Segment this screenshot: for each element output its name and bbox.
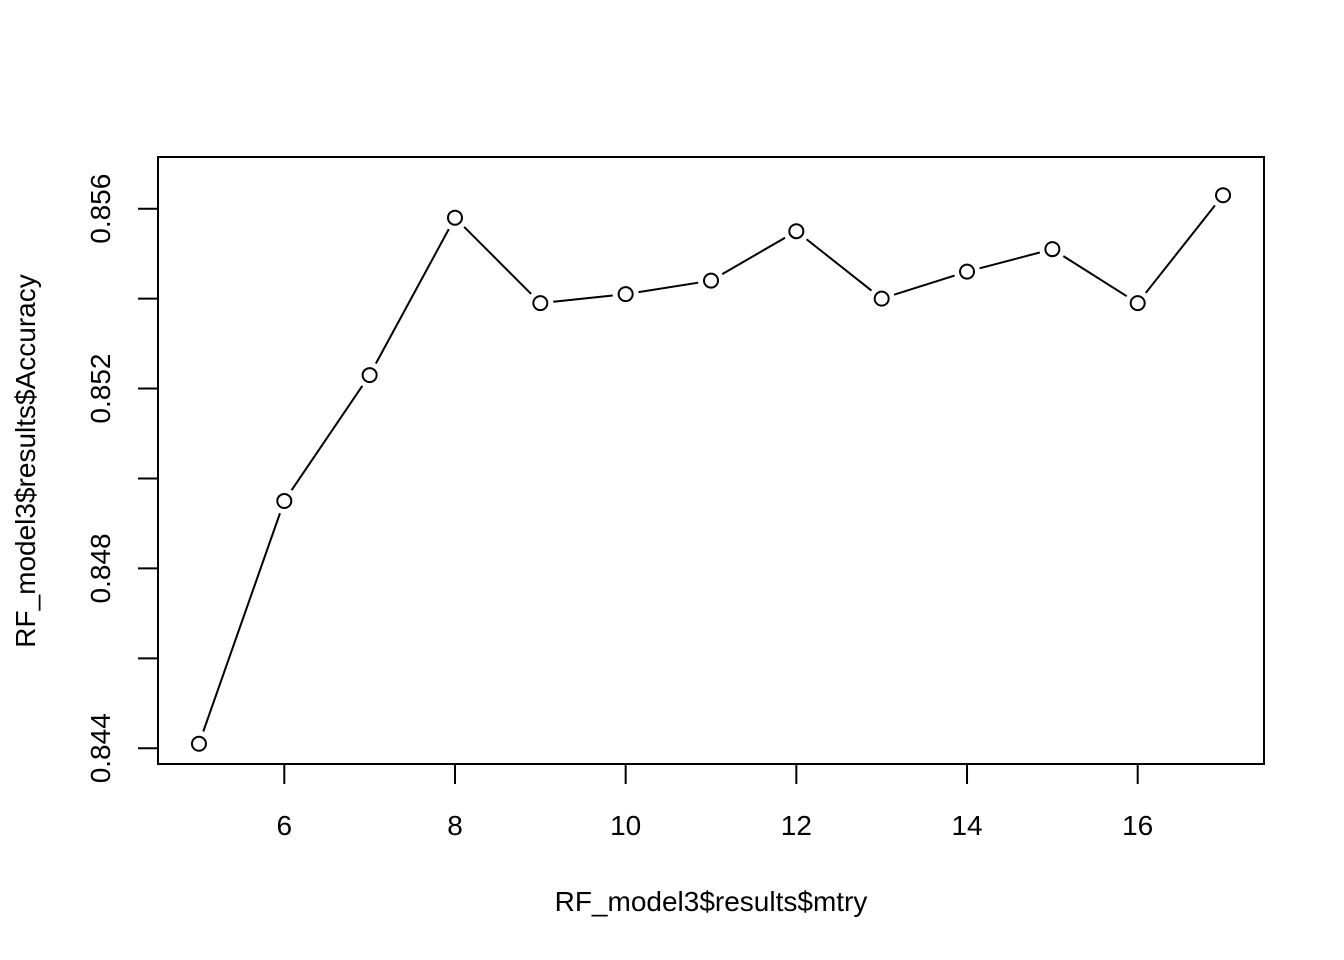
y-tick-label: 0.848 [85, 533, 116, 603]
data-point [703, 272, 719, 289]
x-tick-label: 6 [277, 810, 293, 841]
data-point [190, 735, 207, 752]
series-line-segment [1062, 255, 1128, 298]
y-axis-label: RF_model3$results$Accuracy [10, 274, 41, 648]
data-point [1215, 187, 1232, 204]
data-point [361, 367, 378, 384]
data-point [276, 492, 293, 509]
series-line-segment [721, 236, 786, 275]
data-point [1129, 295, 1146, 312]
data-point [446, 209, 463, 226]
series-line-segment [463, 226, 532, 295]
x-tick-label: 8 [447, 810, 463, 841]
series-line-segment [1144, 204, 1216, 294]
series-line-segment [374, 228, 450, 365]
data-series [190, 187, 1232, 752]
plot-frame [157, 156, 1265, 765]
series-line-segment [638, 281, 699, 294]
data-point [532, 295, 549, 312]
series-line-segment [553, 294, 613, 303]
series-line-segment [979, 251, 1041, 270]
y-axis: 0.844 0.848 0.852 0.856 [85, 174, 159, 783]
x-axis-label: RF_model3$results$mtry [555, 886, 868, 917]
x-tick-label: 16 [1122, 810, 1153, 841]
x-tick-label: 10 [610, 810, 641, 841]
y-tick-label: 0.844 [85, 713, 116, 783]
x-axis: 6 8 10 12 14 16 [277, 763, 1153, 841]
data-point [959, 263, 976, 280]
series-line-segment [805, 238, 873, 292]
series-line-segment [893, 274, 955, 296]
x-tick-label: 14 [951, 810, 982, 841]
data-point [873, 290, 890, 307]
series-line-segment [290, 385, 364, 491]
series-line-segment [202, 512, 281, 732]
y-tick-label: 0.856 [85, 174, 116, 244]
y-tick-label: 0.852 [85, 354, 116, 424]
data-point [1044, 241, 1061, 258]
data-point [617, 286, 634, 303]
x-tick-label: 12 [781, 810, 812, 841]
data-point [788, 223, 805, 240]
